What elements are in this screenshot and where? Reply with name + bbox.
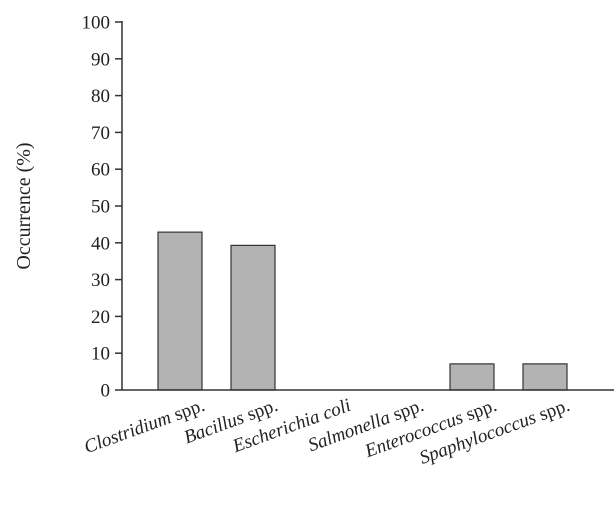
y-tick-label: 0	[101, 381, 111, 402]
y-tick-label: 30	[91, 270, 110, 291]
bar	[449, 363, 495, 391]
y-axis-title: Occurrence (%)	[13, 142, 35, 269]
y-tick-label: 90	[91, 49, 110, 70]
y-tick-label: 10	[91, 344, 110, 365]
y-axis-ticks: 0 10 20 30 40 50 60 70 80 90 100	[82, 13, 122, 402]
x-axis-category-labels: Clostridium spp.Bacillus spp.Escherichia…	[81, 395, 572, 469]
y-tick-label: 40	[91, 233, 110, 254]
bars	[157, 231, 568, 391]
y-tick-label: 20	[91, 307, 110, 328]
y-tick-label: 60	[91, 160, 110, 181]
y-tick-label: 50	[91, 197, 110, 218]
bar	[157, 231, 203, 391]
y-tick-label: 80	[91, 86, 110, 107]
bar	[230, 244, 276, 391]
y-tick-label: 70	[91, 123, 110, 144]
bar	[522, 363, 568, 391]
y-tick-label: 100	[82, 13, 111, 34]
